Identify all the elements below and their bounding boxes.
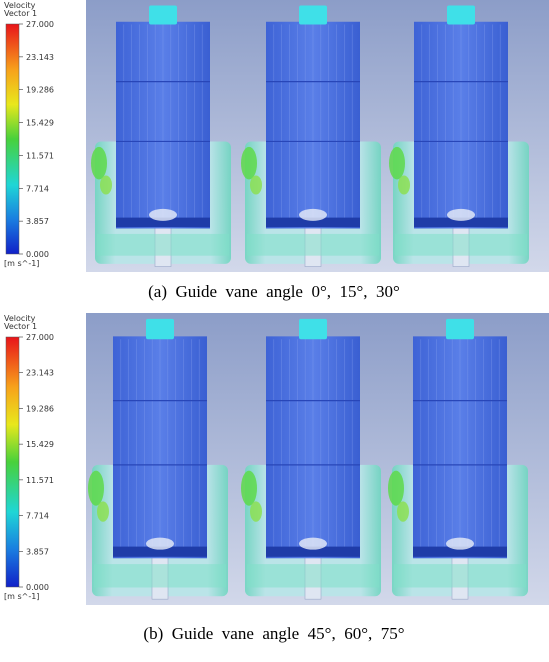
impeller [146, 537, 174, 550]
distributor [414, 217, 508, 228]
cap [447, 5, 475, 25]
colorbar-label: 11.571 [26, 476, 54, 485]
colorbar-label: 3.857 [26, 547, 49, 556]
legend-subtitle: Vector 1 [4, 9, 37, 18]
colorbar-label: 11.571 [26, 151, 54, 160]
colorbar [5, 336, 20, 588]
colorbar-label: 19.286 [26, 86, 54, 95]
impeller [299, 208, 327, 221]
distributor [113, 546, 207, 557]
impeller [299, 537, 327, 550]
colorbar-label: 23.143 [26, 53, 54, 62]
colorbar-label: 15.429 [26, 119, 54, 128]
floor-flow [395, 233, 527, 256]
colorbar-label: 23.143 [26, 369, 54, 378]
floor-flow [97, 233, 229, 256]
caption: (a) Guide vane angle 0°, 15°, 30° [148, 282, 400, 301]
caption: (b) Guide vane angle 45°, 60°, 75° [143, 624, 404, 643]
vortex [88, 470, 104, 506]
colorbar-label: 27.000 [26, 333, 54, 342]
colorbar-label: 0.000 [26, 583, 49, 592]
impeller [447, 208, 475, 221]
distributor [413, 546, 507, 557]
colorbar-label: 0.000 [26, 250, 49, 259]
colorbar-label: 7.714 [26, 184, 49, 193]
cap [149, 5, 177, 25]
cap [446, 318, 474, 340]
legend-title: Velocity [4, 314, 36, 323]
distributor [266, 546, 360, 557]
legend-subtitle: Vector 1 [4, 322, 37, 331]
cap [299, 5, 327, 25]
vortex [250, 175, 262, 195]
colorbar [5, 23, 20, 255]
floor-flow [394, 564, 526, 588]
vortex [398, 175, 410, 195]
floor-flow [247, 233, 379, 256]
floor-flow [247, 564, 379, 588]
vortex [241, 470, 257, 506]
vortex [389, 146, 405, 180]
colorbar-label: 15.429 [26, 440, 54, 449]
colorbar-label: 19.286 [26, 404, 54, 413]
legend-title: Velocity [4, 1, 36, 10]
vortex [388, 470, 404, 506]
colorbar-label: 27.000 [26, 20, 54, 29]
distributor [266, 217, 360, 228]
vortex [241, 146, 257, 180]
vortex [97, 501, 109, 522]
cap [299, 318, 327, 340]
colorbar-label: 3.857 [26, 217, 49, 226]
colorbar-label: 7.714 [26, 512, 49, 521]
vortex [397, 501, 409, 522]
impeller [446, 537, 474, 550]
floor-flow [94, 564, 226, 588]
distributor [116, 217, 210, 228]
legend-unit: [m s^-1] [4, 259, 39, 268]
impeller [149, 208, 177, 221]
vortex [91, 146, 107, 180]
vortex [250, 501, 262, 522]
legend-unit: [m s^-1] [4, 592, 39, 601]
cap [146, 318, 174, 340]
vortex [100, 175, 112, 195]
